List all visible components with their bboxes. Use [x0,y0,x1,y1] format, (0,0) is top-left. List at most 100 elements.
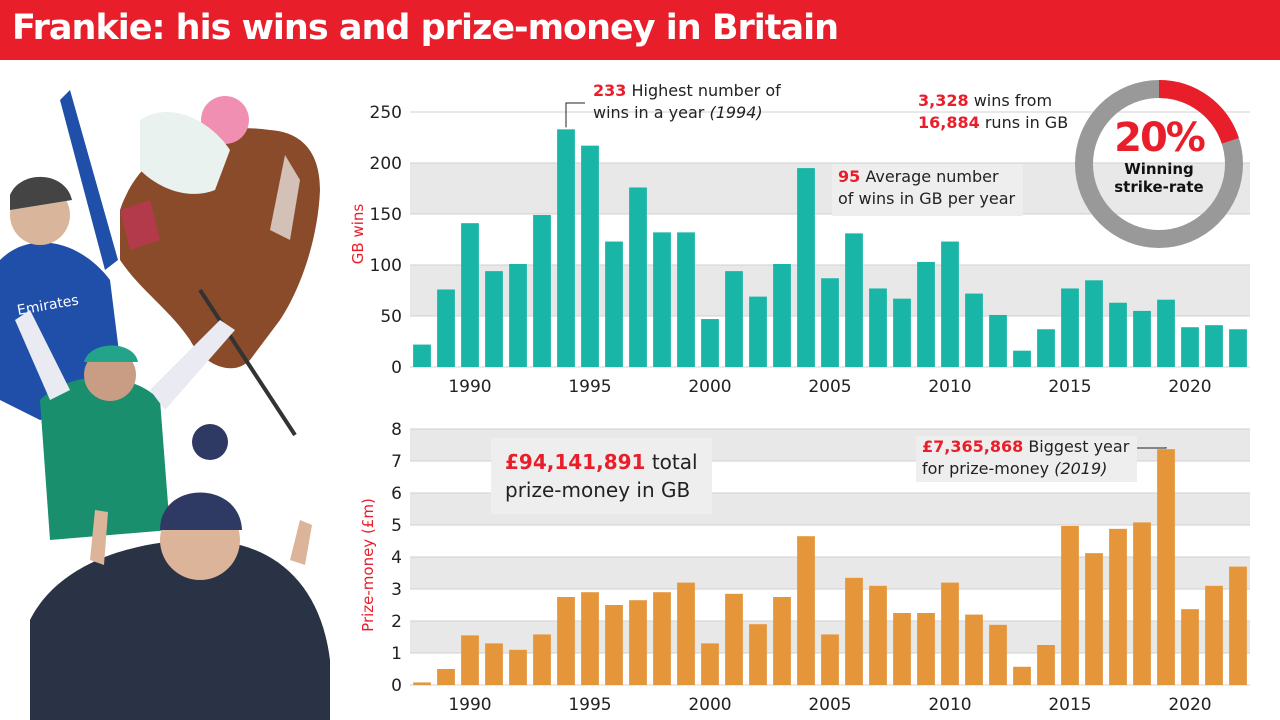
prize-bar-1991 [485,643,503,685]
avg-text: Average number [865,167,999,186]
wins-xtick-label: 2020 [1168,377,1211,397]
prize-bar-2014 [1037,645,1055,685]
wins-bar-2003 [773,263,791,367]
wins-bar-1992 [509,263,527,367]
wins-bar-1988 [413,344,431,367]
prize-xtick-label: 2000 [688,695,731,715]
total-wins-value: 3,328 [918,91,969,110]
prize-bar-2005 [821,634,839,685]
prize-xtick-label: 1990 [448,695,491,715]
wins-bar-2008 [893,298,911,367]
wins-bar-2005 [821,278,839,367]
wins-bar-1993 [533,215,551,367]
prize-bar-2003 [773,597,791,685]
prize-bar-2020 [1181,609,1199,685]
prize-bar-2012 [989,624,1007,685]
wins-bar-1989 [437,289,455,367]
prize-ytick-label: 0 [391,676,402,696]
wins-ytick-label: 0 [391,358,402,378]
prize-ytick-label: 4 [391,548,402,568]
prize-bar-2011 [965,614,983,685]
prize-ytick-label: 8 [391,420,402,440]
prize-bar-1999 [677,582,695,685]
prize-ytick-label: 2 [391,612,402,632]
prize-peak-text: Biggest year [1028,437,1130,456]
strike-rate-label: 20% Winning strike-rate [1094,116,1224,196]
avg-value: 95 [838,167,861,186]
total-wins-annotation: 3,328 wins from 16,884 runs in GB [918,90,1068,134]
prize-bar-1990 [461,635,479,685]
header-bar: Frankie: his wins and prize-money in Bri… [0,0,1280,60]
prize-bar-2016 [1085,553,1103,685]
prize-bar-2013 [1013,666,1031,685]
total-wins-text: wins from [973,91,1053,110]
wins-bar-2014 [1037,329,1055,367]
prize-peak-year: (2019) [1054,459,1108,478]
wins-ytick-label: 100 [370,256,402,276]
prize-xtick-label: 2015 [1048,695,1091,715]
strike-rate-ring [1075,80,1243,248]
prize-bar-1998 [653,592,671,685]
prize-bar-1994 [557,597,575,685]
prize-xtick-label: 2005 [808,695,851,715]
wins-ytick-label: 50 [380,307,402,327]
prize-peak-leader [1132,447,1167,449]
wins-peak-year: (1994) [709,103,763,122]
wins-grid-band [410,163,1250,214]
wins-bar-2002 [749,296,767,367]
wins-chart: 0 50 100 150 200 250 1990 1995 2000 2005 2010 2015 2… [370,102,1250,397]
wins-ytick-label: 250 [370,103,402,123]
wins-bar-1996 [605,241,623,367]
prize-total-text: total [651,450,698,474]
wins-xtick-label: 2000 [688,377,731,397]
wins-bar-2015 [1061,288,1079,367]
wins-peak-text: Highest number of [631,81,781,100]
wins-bar-2016 [1085,280,1103,367]
prize-peak-annotation: £7,365,868 Biggest year for prize-money … [916,436,1138,482]
wins-peak-value: 233 [593,81,627,100]
prize-bar-2000 [701,643,719,685]
prize-bar-2021 [1205,585,1223,685]
wins-xtick-label: 2015 [1048,377,1091,397]
prize-xtick-label: 1995 [568,695,611,715]
prize-bar-1993 [533,634,551,685]
strike-rate-value: 20% [1114,115,1206,161]
strike-ring-highlight [1158,80,1239,144]
prize-bar-1995 [581,592,599,685]
prize-bar-2002 [749,624,767,685]
prize-bar-1997 [629,600,647,685]
prize-bar-2009 [917,613,935,685]
wins-bar-2022 [1229,329,1247,367]
prize-bar-2008 [893,613,911,685]
wins-bar-2000 [701,319,719,367]
wins-ytick-label: 150 [370,205,402,225]
prize-bar-2004 [797,536,815,685]
prize-total-box: £94,141,891 total prize-money in GB [491,438,712,514]
average-wins-box: 95 Average number of wins in GB per year [832,164,1024,216]
wins-bar-2007 [869,288,887,367]
prize-bar-1988 [413,682,431,685]
wins-bar-1991 [485,271,503,367]
wins-bar-2010 [941,241,959,367]
wins-bar-2013 [1013,350,1031,367]
wins-bar-1990 [461,223,479,367]
prize-ytick-label: 3 [391,580,402,600]
prize-total-text2: prize-money in GB [505,478,691,502]
avg-text2: of wins in GB per year [838,189,1016,208]
wins-bar-1997 [629,187,647,367]
wins-bar-2020 [1181,327,1199,367]
wins-bar-2018 [1133,310,1151,367]
prize-bar-2019 [1157,449,1175,685]
wins-xtick-label: 2010 [928,377,971,397]
prize-ytick-label: 5 [391,516,402,536]
total-runs-value: 16,884 [918,113,980,132]
prize-bar-2015 [1061,525,1079,685]
wins-bar-2004 [797,168,815,367]
wins-peak-text2: wins in a year [593,103,705,122]
wins-ytick-label: 200 [370,154,402,174]
prize-ytick-label: 1 [391,644,402,664]
prize-bar-2007 [869,585,887,685]
prize-xtick-label: 2020 [1168,695,1211,715]
wins-bar-1994 [557,129,575,367]
prize-bar-2010 [941,582,959,685]
